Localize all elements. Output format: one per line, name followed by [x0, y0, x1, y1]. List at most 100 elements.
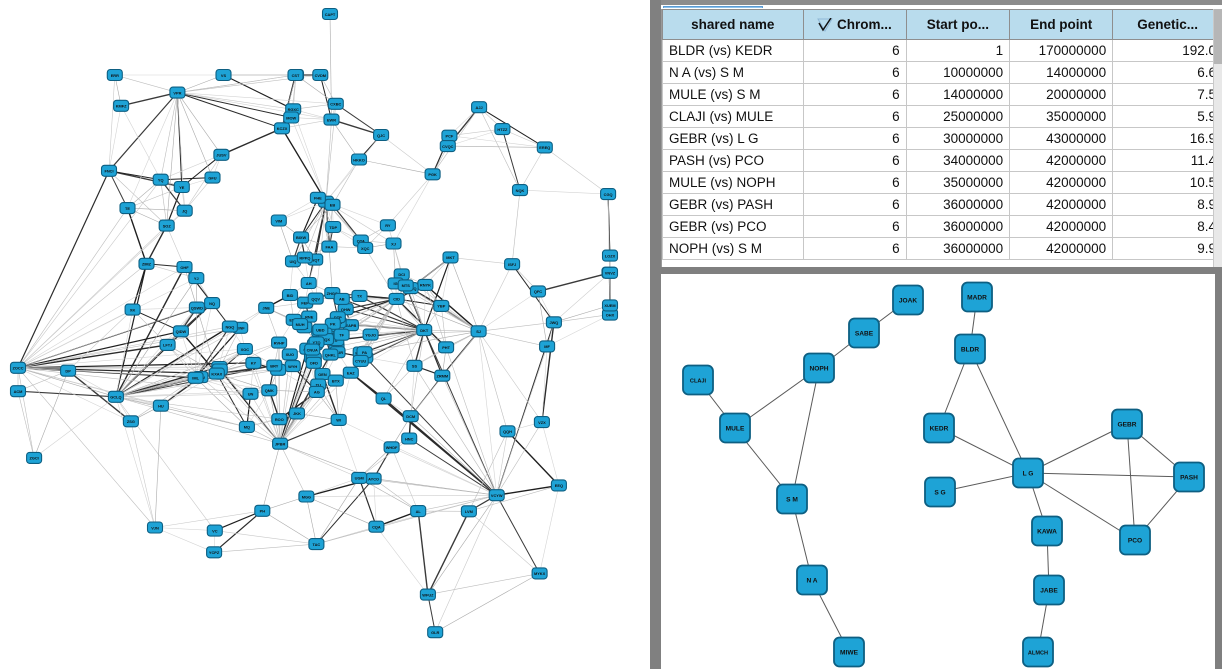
svg-text:YGJO: YGJO	[365, 332, 376, 337]
svg-text:UN: UN	[248, 392, 254, 397]
svg-text:MULE: MULE	[726, 425, 745, 432]
svg-text:BRY: BRY	[270, 363, 278, 368]
svg-text:MKT: MKT	[446, 255, 455, 260]
svg-text:AJJ: AJJ	[476, 105, 483, 110]
svg-text:N A: N A	[806, 577, 817, 584]
svg-text:KXAX: KXAX	[211, 371, 222, 376]
svg-text:KAWA: KAWA	[1037, 528, 1057, 535]
svg-text:XK: XK	[130, 307, 136, 312]
svg-text:ACM: ACM	[14, 389, 23, 394]
svg-text:CVQC: CVQC	[442, 144, 453, 149]
svg-text:WFUZ: WFUZ	[422, 592, 434, 597]
svg-text:NQ: NQ	[209, 301, 215, 306]
svg-text:ISFJ: ISFJ	[508, 262, 516, 267]
svg-text:PCO: PCO	[1128, 537, 1142, 544]
svg-text:S G: S G	[934, 489, 945, 496]
svg-text:XJ: XJ	[391, 241, 396, 246]
svg-text:LVM: LVM	[465, 509, 473, 514]
svg-text:VCYW: VCYW	[491, 493, 503, 498]
svg-text:CLAJI: CLAJI	[690, 378, 707, 384]
svg-text:SOZ: SOZ	[163, 223, 172, 228]
svg-text:VPR: VPR	[173, 90, 181, 95]
svg-text:TDP: TDP	[329, 225, 337, 230]
svg-text:KCZX: KCZX	[277, 126, 288, 131]
svg-text:AG: AG	[314, 390, 320, 395]
svg-text:QSWD: QSWD	[191, 305, 203, 310]
svg-text:ERR: ERR	[111, 73, 119, 78]
svg-text:QJC: QJC	[377, 133, 385, 138]
svg-text:JNE: JNE	[262, 306, 270, 311]
svg-text:JABE: JABE	[1040, 587, 1058, 594]
svg-text:DP: DP	[65, 369, 71, 374]
svg-text:OEN: OEN	[318, 372, 327, 377]
svg-text:ZSG: ZSG	[127, 419, 135, 424]
svg-text:L G: L G	[1023, 470, 1034, 477]
svg-text:ZIMZ: ZIMZ	[142, 262, 152, 267]
svg-text:CNUA: CNUA	[307, 347, 318, 352]
svg-text:FHE: FHE	[314, 196, 322, 201]
svg-text:EAPB: EAPB	[345, 323, 356, 328]
svg-text:XUEM: XUEM	[604, 303, 615, 308]
svg-text:PCF: PCF	[446, 134, 454, 139]
svg-text:PGK: PGK	[428, 172, 437, 177]
svg-text:XOC: XOC	[241, 347, 250, 352]
svg-text:YBP: YBP	[437, 304, 445, 309]
svg-text:ZGCI: ZGCI	[29, 456, 38, 461]
svg-text:VJN: VJN	[151, 525, 159, 530]
svg-text:BLDR: BLDR	[961, 346, 980, 353]
svg-text:CYUU: CYUU	[355, 359, 366, 364]
svg-text:CVDM: CVDM	[315, 73, 326, 78]
svg-text:LOZX: LOZX	[605, 253, 616, 258]
svg-text:CGQ: CGQ	[604, 192, 613, 197]
svg-text:HNC: HNC	[405, 436, 414, 441]
svg-text:CID: CID	[393, 297, 400, 302]
svg-text:UBD: UBD	[316, 328, 325, 333]
svg-text:TX: TX	[357, 294, 362, 299]
svg-text:PK: PK	[330, 322, 336, 327]
svg-text:MOW: MOW	[286, 115, 296, 120]
svg-text:HU: HU	[158, 404, 164, 409]
svg-text:MQ: MQ	[244, 425, 250, 430]
svg-text:VC: VC	[212, 528, 218, 533]
svg-text:JWQ: JWQ	[549, 320, 558, 325]
svg-text:TE: TE	[125, 206, 130, 211]
svg-text:YJ: YJ	[194, 276, 199, 281]
svg-text:TF: TF	[339, 333, 344, 338]
svg-text:BID: BID	[287, 293, 294, 298]
svg-text:CQA: CQA	[372, 525, 381, 530]
svg-text:FAA: FAA	[326, 244, 334, 249]
svg-text:SABE: SABE	[855, 330, 874, 337]
svg-text:RGXC: RGXC	[288, 107, 299, 112]
svg-text:ZRMM: ZRMM	[436, 374, 448, 379]
svg-text:MGG: MGG	[302, 494, 311, 499]
svg-text:S M: S M	[786, 496, 798, 503]
svg-text:MTS: MTS	[402, 283, 411, 288]
svg-text:DCM: DCM	[406, 414, 415, 419]
svg-text:KY: KY	[251, 361, 257, 366]
svg-text:QQV: QQV	[311, 296, 320, 301]
svg-text:EEQ: EEQ	[555, 483, 563, 488]
svg-text:ALMCH: ALMCH	[1028, 650, 1048, 656]
svg-text:KEDR: KEDR	[930, 425, 949, 432]
svg-text:WI: WI	[336, 418, 341, 423]
svg-text:MF: MF	[544, 344, 550, 349]
svg-text:CXBC: CXBC	[330, 102, 341, 107]
svg-text:EAZ: EAZ	[347, 371, 355, 376]
svg-text:GEBR: GEBR	[1117, 421, 1136, 428]
svg-text:YQ: YQ	[158, 178, 164, 183]
svg-text:MUH: MUH	[296, 322, 305, 327]
svg-text:RVHP: RVHP	[274, 340, 285, 345]
svg-text:VS: VS	[221, 73, 227, 78]
svg-text:VIM: VIM	[275, 218, 282, 223]
svg-text:VZX: VZX	[538, 420, 546, 425]
svg-text:FNCI: FNCI	[104, 169, 113, 174]
svg-text:JPBR: JPBR	[275, 442, 286, 447]
svg-text:EB: EB	[330, 203, 336, 208]
svg-text:LFTJ: LFTJ	[163, 343, 172, 348]
svg-text:RY: RY	[385, 223, 391, 228]
svg-text:IG: IG	[394, 281, 398, 286]
svg-text:CST: CST	[292, 73, 300, 78]
svg-text:NGQ: NGQ	[225, 324, 234, 329]
svg-text:GFU: GFU	[208, 175, 216, 180]
svg-text:RPPQ: RPPQ	[299, 255, 310, 260]
